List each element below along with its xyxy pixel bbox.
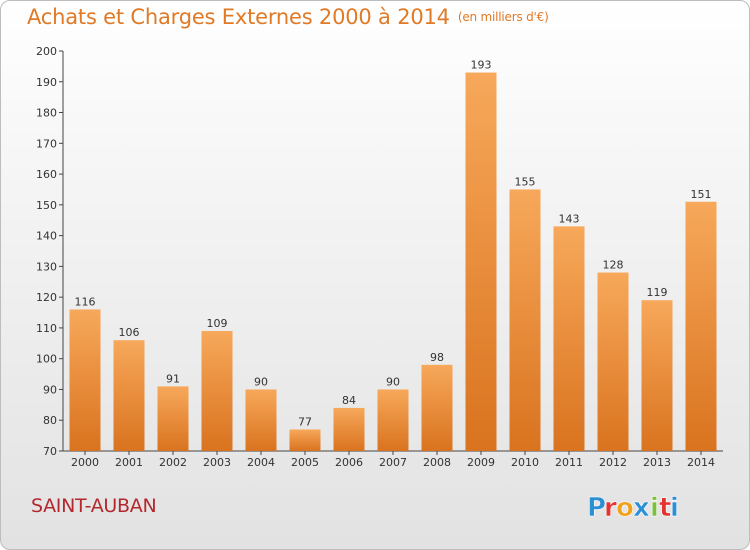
bar-2005 bbox=[289, 429, 321, 451]
y-tick-label: 130 bbox=[36, 260, 57, 273]
data-label-2008: 98 bbox=[430, 351, 444, 364]
bar-2010 bbox=[509, 189, 541, 451]
bar-2012 bbox=[597, 272, 629, 451]
y-tick-label: 140 bbox=[36, 230, 57, 243]
x-tick-label-2007: 2007 bbox=[379, 456, 407, 469]
bar-2004 bbox=[245, 389, 277, 451]
y-tick-label: 120 bbox=[36, 291, 57, 304]
data-label-2000: 116 bbox=[75, 295, 96, 308]
proxiti-logo: Pr o x i ti bbox=[587, 493, 679, 524]
axis-layer: 7080901001101201301401501601701801902002… bbox=[36, 45, 723, 469]
bar-2006 bbox=[333, 407, 365, 451]
logo-letter: i bbox=[650, 493, 659, 523]
label-layer: 116 106 91 109 90 77 84 90 98 193 155 143 128 119 151 bbox=[75, 59, 712, 429]
data-label-2011: 143 bbox=[559, 212, 580, 225]
x-tick-label-2005: 2005 bbox=[291, 456, 319, 469]
y-tick-label: 200 bbox=[36, 45, 57, 58]
logo-letter: t bbox=[659, 493, 671, 523]
x-tick-label-2001: 2001 bbox=[115, 456, 143, 469]
data-label-2006: 84 bbox=[342, 394, 356, 407]
x-tick-label-2003: 2003 bbox=[203, 456, 231, 469]
bar-2001 bbox=[113, 340, 145, 451]
bar-2000 bbox=[69, 309, 101, 451]
chart-title-text: Achats et Charges Externes 2000 à 2014 bbox=[27, 5, 450, 29]
y-tick-label: 170 bbox=[36, 137, 57, 150]
bar-2014 bbox=[685, 201, 717, 451]
data-label-2007: 90 bbox=[386, 375, 400, 388]
y-tick-label: 190 bbox=[36, 76, 57, 89]
y-tick-label: 110 bbox=[36, 322, 57, 335]
y-tick-label: 150 bbox=[36, 199, 57, 212]
bar-2008 bbox=[421, 364, 453, 451]
data-label-2014: 151 bbox=[691, 188, 712, 201]
x-tick-label-2002: 2002 bbox=[159, 456, 187, 469]
chart-unit: (en milliers d'€) bbox=[457, 10, 549, 24]
data-label-2003: 109 bbox=[207, 317, 228, 330]
data-label-2010: 155 bbox=[515, 175, 536, 188]
logo-letter: o bbox=[616, 493, 634, 523]
data-label-2001: 106 bbox=[119, 326, 140, 339]
commune-name: SAINT-AUBAN bbox=[31, 495, 157, 517]
x-tick-label-2011: 2011 bbox=[555, 456, 583, 469]
x-tick-label-2004: 2004 bbox=[247, 456, 275, 469]
y-tick-label: 90 bbox=[43, 383, 57, 396]
data-label-2004: 90 bbox=[254, 375, 268, 388]
y-tick-label: 100 bbox=[36, 353, 57, 366]
x-tick-label-2006: 2006 bbox=[335, 456, 363, 469]
bar-2013 bbox=[641, 300, 673, 451]
bar-2002 bbox=[157, 386, 189, 451]
y-tick-label: 180 bbox=[36, 107, 57, 120]
x-tick-label-2010: 2010 bbox=[511, 456, 539, 469]
y-tick-label: 80 bbox=[43, 414, 57, 427]
bar-2009 bbox=[465, 72, 497, 452]
data-label-2013: 119 bbox=[647, 286, 668, 299]
x-tick-label-2014: 2014 bbox=[687, 456, 715, 469]
bar-layer bbox=[69, 72, 717, 452]
logo-letter: x bbox=[633, 493, 650, 523]
x-tick-label-2000: 2000 bbox=[71, 456, 99, 469]
x-tick-label-2009: 2009 bbox=[467, 456, 495, 469]
x-tick-label-2008: 2008 bbox=[423, 456, 451, 469]
logo-letter: i bbox=[670, 493, 679, 523]
x-tick-label-2013: 2013 bbox=[643, 456, 671, 469]
y-tick-label: 160 bbox=[36, 168, 57, 181]
bar-2007 bbox=[377, 389, 409, 451]
bar-2011 bbox=[553, 226, 585, 451]
logo-letter: P bbox=[587, 493, 606, 523]
chart-title: Achats et Charges Externes 2000 à 2014 (e… bbox=[27, 5, 549, 29]
data-label-2012: 128 bbox=[603, 259, 624, 272]
logo-letter: r bbox=[604, 493, 617, 523]
data-label-2005: 77 bbox=[298, 415, 312, 428]
data-label-2009: 193 bbox=[471, 59, 492, 72]
bar-2003 bbox=[201, 331, 233, 451]
data-label-2002: 91 bbox=[166, 372, 180, 385]
x-tick-label-2012: 2012 bbox=[599, 456, 627, 469]
y-tick-label: 70 bbox=[43, 445, 57, 458]
